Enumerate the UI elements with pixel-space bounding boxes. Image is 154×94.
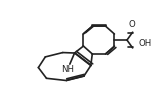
Text: O: O xyxy=(129,20,136,29)
Text: NH: NH xyxy=(61,65,74,74)
Text: OH: OH xyxy=(138,39,151,48)
